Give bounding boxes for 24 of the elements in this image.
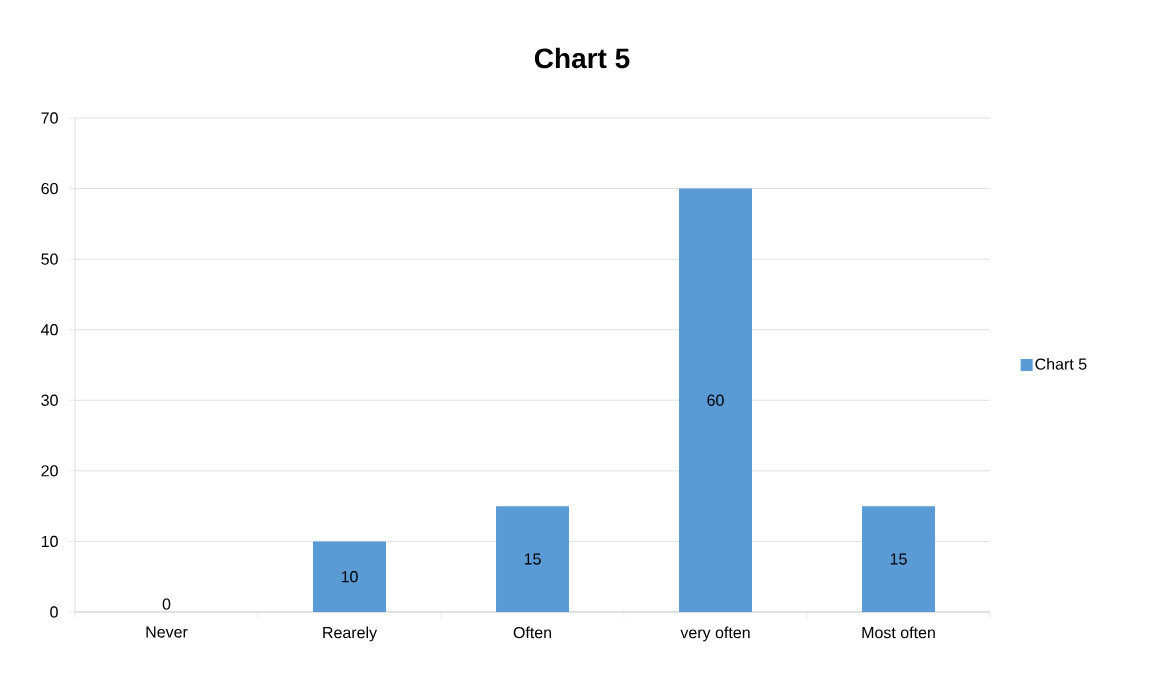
data-label: 15 [890,553,907,565]
bar [862,506,936,612]
x-tick-label: Never [146,626,188,638]
chart-title: Chart 5 [534,47,630,69]
bar [679,188,753,612]
data-label: 0 [162,598,171,610]
legend-label: Chart 5 [1035,357,1087,370]
y-tick-label: 10 [41,535,58,548]
bar [313,541,387,612]
y-tick-label: 40 [41,324,58,336]
y-tick-label: 30 [41,394,58,406]
y-tick-label: 70 [41,112,58,124]
data-label: 10 [341,571,358,583]
y-tick-label: 0 [50,606,58,618]
y-tick-label: 20 [41,465,58,477]
y-tick-label: 60 [41,182,58,195]
x-tick-label: Often [513,626,552,639]
data-label: 15 [524,553,541,565]
x-tick-label: Most often [862,626,935,639]
bar [496,506,570,612]
x-tick-label: very often [680,626,750,642]
data-label: 60 [707,394,724,406]
y-tick-label: 50 [41,253,58,265]
x-tick-label: Rearely [323,626,378,642]
